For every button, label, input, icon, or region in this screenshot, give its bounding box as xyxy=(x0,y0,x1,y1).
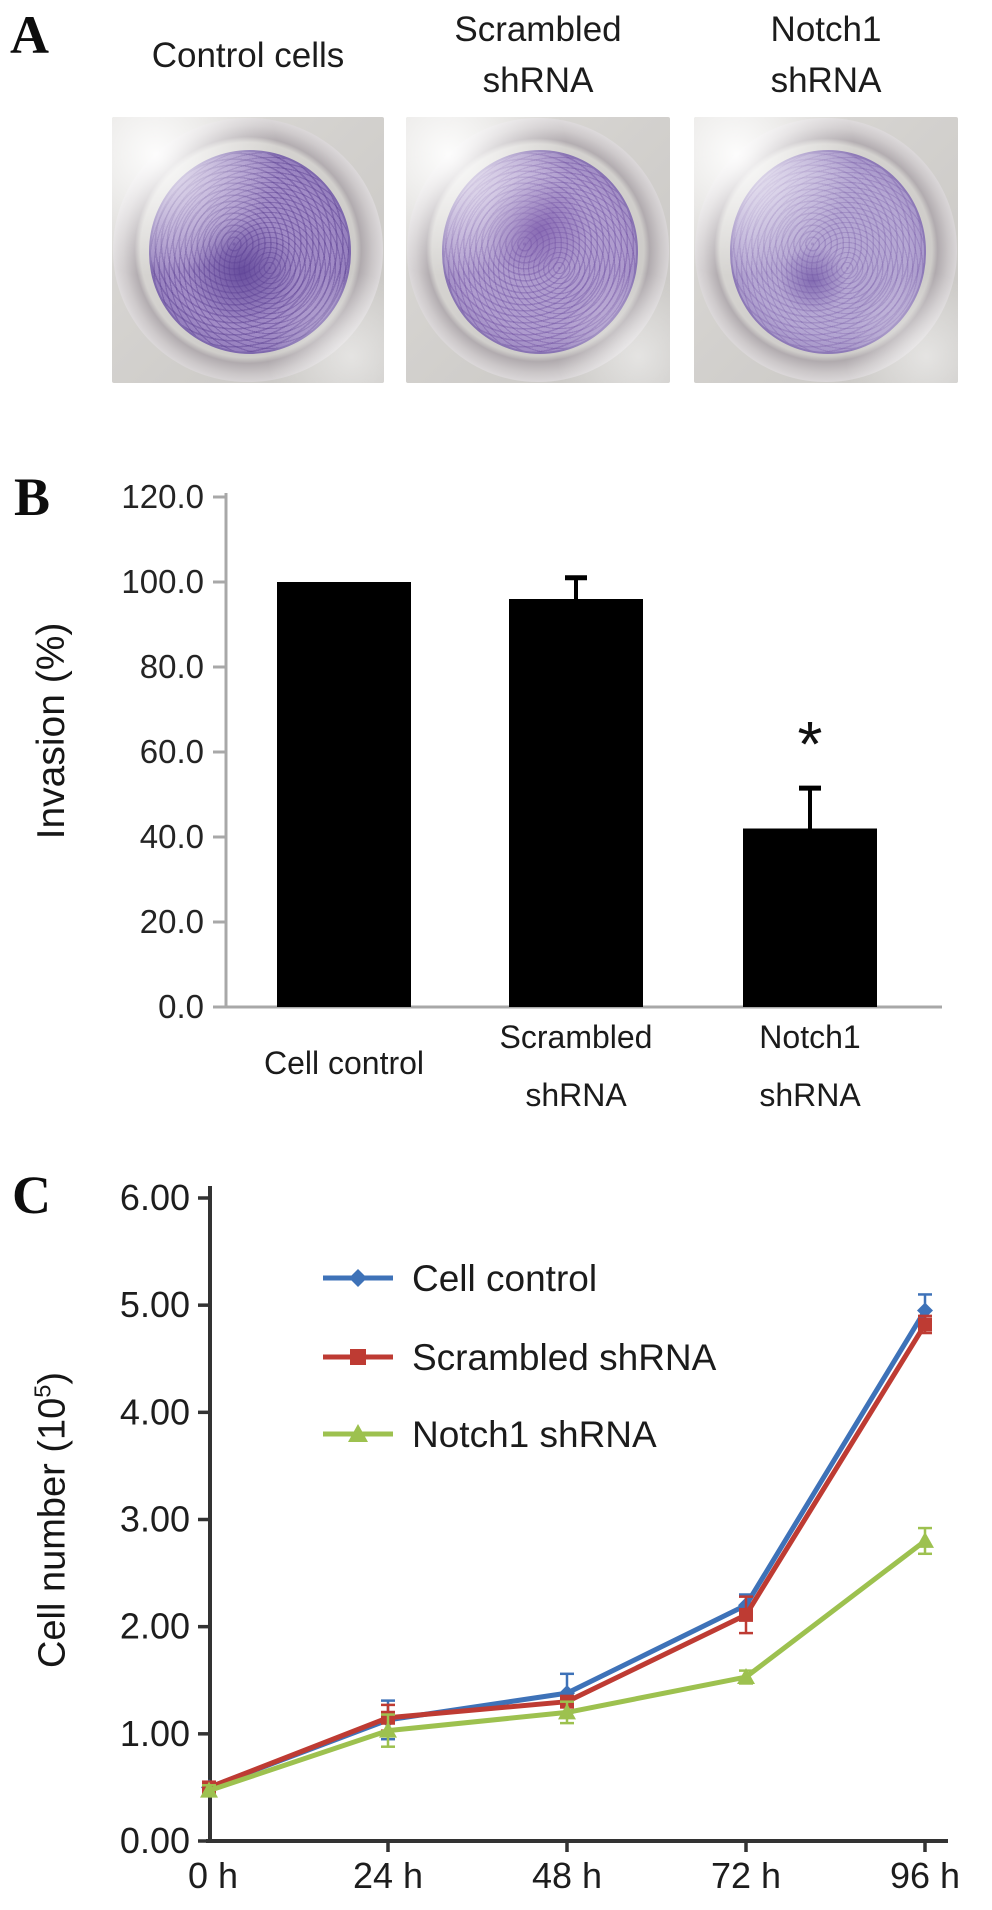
svg-text:0.0: 0.0 xyxy=(158,988,204,1025)
svg-text:0 h: 0 h xyxy=(188,1855,238,1896)
svg-text:40.0: 40.0 xyxy=(140,818,204,855)
well-title-line2: shRNA xyxy=(482,61,594,100)
svg-text:Cell control: Cell control xyxy=(264,1045,424,1081)
svg-text:Notch1: Notch1 xyxy=(759,1019,860,1055)
b-bars: * xyxy=(277,575,877,1007)
well-column-scrambled: Scrambled shRNA xyxy=(406,6,670,383)
svg-text:6.00: 6.00 xyxy=(120,1177,190,1218)
invasion-bar-chart: 0.0 20.0 40.0 60.0 80.0 100.0 120.0 * Cell contr… xyxy=(121,478,942,1113)
bar-1 xyxy=(509,599,643,1007)
svg-text:Notch1 shRNA: Notch1 shRNA xyxy=(412,1414,657,1455)
well-title-notch1: Notch1 shRNA xyxy=(694,6,958,106)
well-title-scrambled: Scrambled shRNA xyxy=(406,6,670,106)
svg-text:3.00: 3.00 xyxy=(120,1499,190,1540)
well-photo-notch1 xyxy=(694,117,958,383)
well-column-notch1: Notch1 shRNA xyxy=(694,6,958,383)
well-title-line1: Control cells xyxy=(151,35,345,75)
well-photo-control xyxy=(112,117,384,383)
b-category-labels: Cell control Scrambled shRNA Notch1 shRNA xyxy=(264,1019,861,1113)
panel-b-label: B xyxy=(14,467,51,527)
svg-text:24 h: 24 h xyxy=(353,1855,423,1896)
svg-text:2.00: 2.00 xyxy=(120,1606,190,1647)
panel-c-label: C xyxy=(12,1165,51,1225)
svg-text:Cell control: Cell control xyxy=(412,1258,597,1299)
well-membrane xyxy=(148,150,352,354)
svg-text:shRNA: shRNA xyxy=(525,1077,627,1113)
panel-a-label: A xyxy=(10,5,49,65)
well-title-line1: Scrambled xyxy=(454,10,622,50)
svg-text:shRNA: shRNA xyxy=(759,1077,861,1113)
svg-text:*: * xyxy=(798,708,823,780)
series-notch1-shrna xyxy=(200,1526,934,1798)
well-photo-scrambled xyxy=(406,117,670,383)
well-membrane xyxy=(441,150,639,354)
svg-text:Scrambled: Scrambled xyxy=(500,1019,653,1055)
svg-text:48 h: 48 h xyxy=(532,1855,602,1896)
growth-line-chart: 0.00 1.00 2.00 3.00 4.00 5.00 6.00 0 h 24 h 48 h 7… xyxy=(120,1177,960,1896)
svg-text:100.0: 100.0 xyxy=(121,563,204,600)
c-axes: 0.00 1.00 2.00 3.00 4.00 5.00 6.00 0 h 24 h 48 h 7… xyxy=(120,1177,960,1896)
well-title-control: Control cells xyxy=(112,6,384,106)
svg-text:120.0: 120.0 xyxy=(121,478,204,515)
svg-text:60.0: 60.0 xyxy=(140,733,204,770)
svg-text:Scrambled shRNA: Scrambled shRNA xyxy=(412,1337,717,1378)
well-title-line2: shRNA xyxy=(770,61,882,100)
svg-text:4.00: 4.00 xyxy=(120,1391,190,1432)
bar-0 xyxy=(277,582,411,1007)
svg-text:20.0: 20.0 xyxy=(140,903,204,940)
c-legend: Cell control Scrambled shRNA Notch1 shRNA xyxy=(323,1258,717,1455)
svg-text:1.00: 1.00 xyxy=(120,1713,190,1754)
b-axes: 0.0 20.0 40.0 60.0 80.0 100.0 120.0 xyxy=(121,478,942,1025)
well-title-line1: Notch1 xyxy=(770,10,882,50)
well-membrane xyxy=(729,150,927,354)
svg-text:72 h: 72 h xyxy=(711,1855,781,1896)
svg-text:96 h: 96 h xyxy=(890,1855,960,1896)
well-column-control: Control cells xyxy=(112,6,384,383)
svg-text:5.00: 5.00 xyxy=(120,1284,190,1325)
svg-text:80.0: 80.0 xyxy=(140,648,204,685)
bar-2 xyxy=(743,828,877,1007)
svg-text:0.00: 0.00 xyxy=(120,1820,190,1861)
